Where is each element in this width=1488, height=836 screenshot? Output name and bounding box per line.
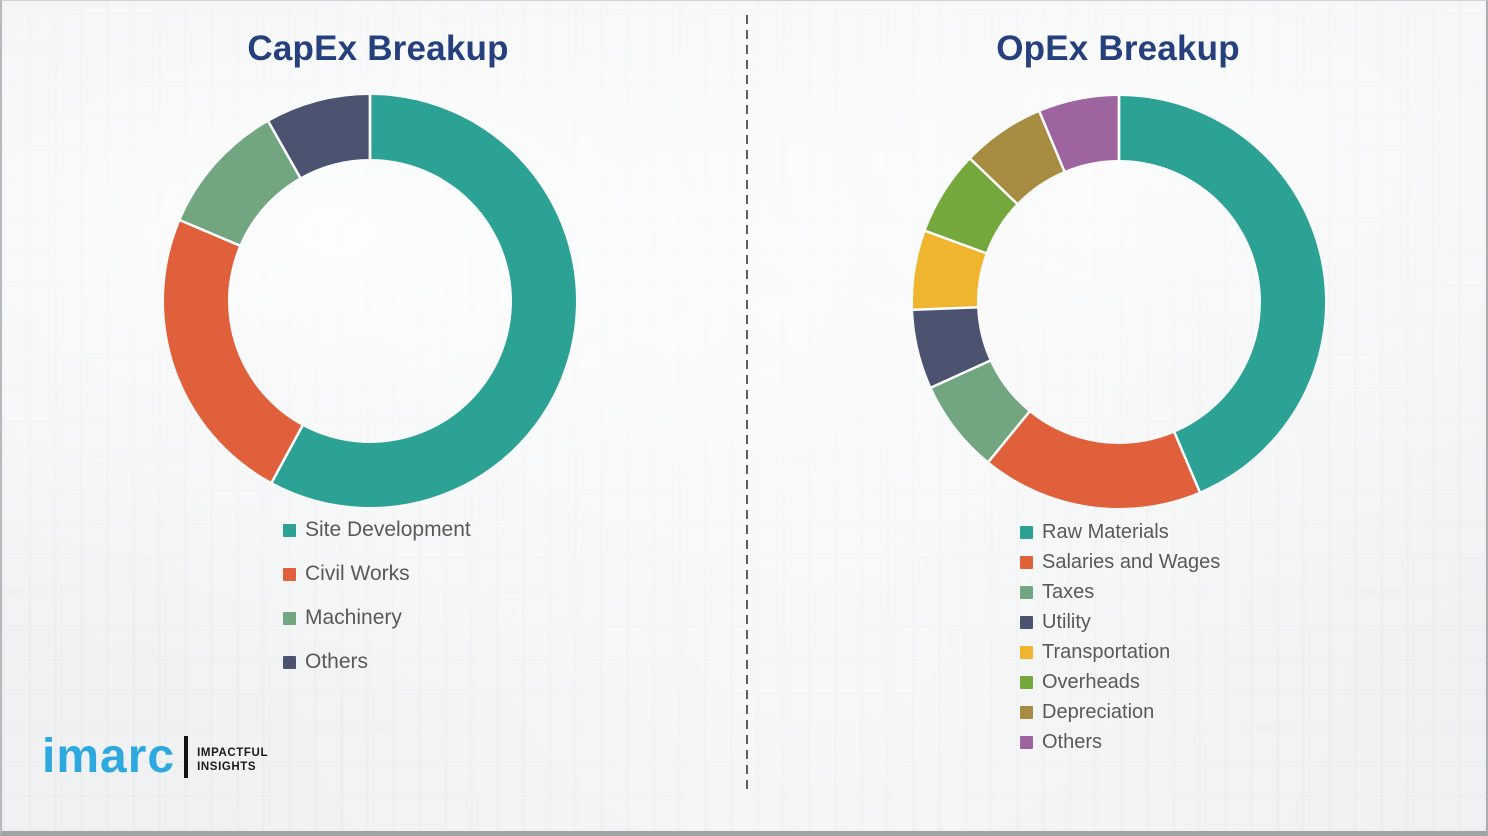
legend-label: Overheads bbox=[1042, 670, 1140, 693]
segment-separator bbox=[911, 306, 980, 312]
legend-item-overheads: Overheads bbox=[1020, 667, 1220, 697]
imarc-logo: imarc IMPACTFUL INSIGHTS bbox=[42, 730, 268, 783]
legend-label: Machinery bbox=[305, 606, 402, 629]
legend-label: Taxes bbox=[1042, 580, 1095, 603]
segment-separator bbox=[923, 229, 989, 255]
donut-segment-salaries-and-wages bbox=[988, 411, 1200, 509]
legend-item-civil-works: Civil Works bbox=[283, 552, 471, 596]
donut-segment-others bbox=[268, 95, 370, 178]
legend-color-chip bbox=[1020, 705, 1033, 719]
legend-item-salaries-and-wages: Salaries and Wages bbox=[1020, 547, 1220, 577]
legend-label: Utility bbox=[1042, 610, 1091, 633]
legend-item-others: Others bbox=[283, 640, 471, 684]
legend-label: Site Development bbox=[305, 518, 471, 541]
logo-divider-bar bbox=[184, 735, 189, 778]
legend-label: Raw Materials bbox=[1042, 520, 1169, 543]
donut-segment-raw-materials bbox=[1119, 96, 1325, 492]
logo-tagline-line2: INSIGHTS bbox=[197, 761, 257, 774]
donut-segment-taxes bbox=[931, 360, 1030, 462]
segment-separator bbox=[269, 423, 305, 485]
donut-segment-site-development bbox=[271, 95, 576, 507]
legend-item-transportation: Transportation bbox=[1020, 637, 1220, 667]
donut-segment-utility bbox=[913, 307, 990, 388]
imarc-logo-wordmark: imarc bbox=[42, 730, 176, 783]
donut-segment-machinery bbox=[180, 121, 301, 246]
donut-segment-transportation bbox=[913, 231, 986, 310]
segment-separator bbox=[986, 409, 1032, 464]
legend-color-chip bbox=[283, 655, 296, 669]
legend-label: Others bbox=[305, 650, 369, 673]
logo-tagline-line1: IMPACTFUL bbox=[197, 746, 269, 759]
legend-item-taxes: Taxes bbox=[1020, 577, 1220, 607]
legend-color-chip bbox=[1020, 615, 1033, 629]
segment-separator bbox=[178, 218, 242, 248]
segment-separator bbox=[968, 156, 1020, 206]
donut-segment-civil-works bbox=[164, 220, 303, 483]
legend-item-utility: Utility bbox=[1020, 607, 1220, 637]
legend-item-machinery: Machinery bbox=[283, 596, 471, 640]
opex-donut-chart bbox=[911, 94, 1325, 509]
capex-donut-chart bbox=[164, 93, 576, 507]
legend-color-chip bbox=[1020, 555, 1033, 569]
legend-color-chip bbox=[1020, 525, 1033, 539]
legend-color-chip bbox=[1020, 675, 1033, 689]
segment-separator bbox=[266, 119, 303, 180]
legend-color-chip bbox=[283, 611, 296, 625]
legend-item-site-development: Site Development bbox=[283, 508, 471, 552]
legend-label: Depreciation bbox=[1042, 700, 1155, 723]
legend-color-chip bbox=[283, 567, 296, 581]
legend-color-chip bbox=[1020, 645, 1033, 659]
legend-label: Civil Works bbox=[305, 562, 410, 585]
legend-label: Salaries and Wages bbox=[1042, 550, 1221, 573]
capex-legend: Site Development Civil Works Machinery Othe… bbox=[283, 508, 471, 684]
legend-label: Transportation bbox=[1042, 640, 1171, 663]
opex-legend: Raw Materials Salaries and Wages Taxes Util… bbox=[1020, 517, 1220, 757]
legend-item-raw-materials: Raw Materials bbox=[1020, 517, 1220, 547]
segment-separator bbox=[929, 358, 993, 390]
legend-color-chip bbox=[1020, 735, 1033, 749]
legend-color-chip bbox=[1020, 585, 1033, 599]
vertical-dashed-divider bbox=[746, 15, 748, 793]
donut-segment-others bbox=[1039, 96, 1119, 171]
opex-chart-title: OpEx Breakup bbox=[996, 29, 1240, 68]
legend-item-depreciation: Depreciation bbox=[1020, 697, 1220, 727]
logo-tagline: IMPACTFUL INSIGHTS bbox=[197, 746, 268, 775]
segment-separator bbox=[1037, 109, 1067, 174]
segment-separator bbox=[1172, 430, 1202, 494]
legend-label: Others bbox=[1042, 730, 1103, 753]
legend-item-others: Others bbox=[1020, 727, 1220, 757]
capex-chart-title: CapEx Breakup bbox=[247, 29, 509, 68]
legend-color-chip bbox=[283, 523, 296, 537]
